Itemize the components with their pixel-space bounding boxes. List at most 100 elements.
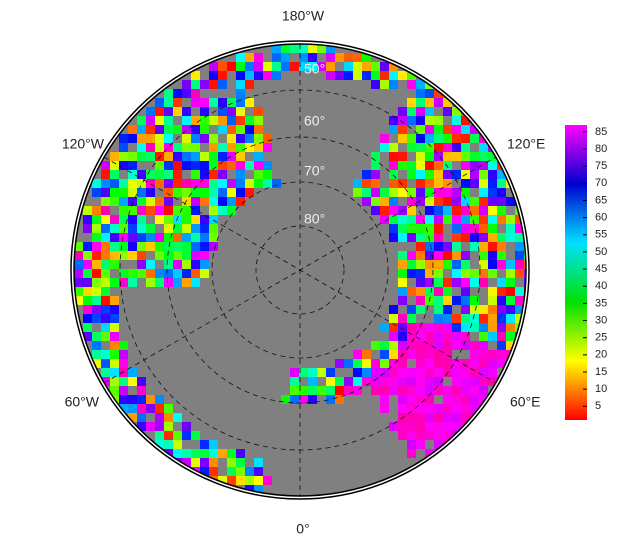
data-cell bbox=[137, 233, 146, 242]
data-cell bbox=[110, 161, 119, 170]
data-cell bbox=[227, 98, 236, 107]
data-cell bbox=[119, 251, 128, 260]
data-cell bbox=[200, 125, 209, 134]
data-cell bbox=[146, 188, 155, 197]
data-cell bbox=[461, 260, 470, 269]
data-cell bbox=[479, 314, 488, 323]
data-cell bbox=[155, 179, 164, 188]
data-cell bbox=[452, 260, 461, 269]
data-cell bbox=[425, 107, 434, 116]
data-cell bbox=[425, 89, 434, 98]
data-cell bbox=[398, 323, 407, 332]
data-cell bbox=[182, 116, 191, 125]
data-cell bbox=[488, 305, 497, 314]
data-cell bbox=[371, 197, 380, 206]
data-cell bbox=[101, 368, 110, 377]
data-cell bbox=[110, 224, 119, 233]
data-cell bbox=[182, 179, 191, 188]
data-cell bbox=[407, 224, 416, 233]
data-cell bbox=[506, 305, 515, 314]
data-cell bbox=[137, 242, 146, 251]
data-cell bbox=[479, 323, 488, 332]
data-cell bbox=[389, 62, 398, 71]
data-cell bbox=[182, 80, 191, 89]
data-cell bbox=[497, 215, 506, 224]
colorbar-tick-label: 70 bbox=[595, 177, 607, 189]
data-cell bbox=[470, 395, 479, 404]
data-cell bbox=[218, 170, 227, 179]
data-cell bbox=[488, 170, 497, 179]
data-cell bbox=[254, 116, 263, 125]
data-cell bbox=[128, 152, 137, 161]
data-cell bbox=[326, 377, 335, 386]
data-cell bbox=[425, 197, 434, 206]
data-cell bbox=[443, 287, 452, 296]
data-cell bbox=[245, 188, 254, 197]
data-cell bbox=[434, 215, 443, 224]
data-cell bbox=[416, 341, 425, 350]
data-cell bbox=[254, 485, 263, 494]
data-cell bbox=[182, 134, 191, 143]
data-cell bbox=[443, 152, 452, 161]
data-cell bbox=[164, 242, 173, 251]
data-cell bbox=[353, 359, 362, 368]
data-cell bbox=[452, 404, 461, 413]
data-cell bbox=[263, 71, 272, 80]
data-cell bbox=[182, 197, 191, 206]
data-cell bbox=[470, 377, 479, 386]
data-cell bbox=[119, 395, 128, 404]
data-cell bbox=[461, 341, 470, 350]
data-cell bbox=[137, 143, 146, 152]
data-cell bbox=[119, 206, 128, 215]
data-cell bbox=[218, 188, 227, 197]
data-cell bbox=[389, 305, 398, 314]
data-cell bbox=[443, 161, 452, 170]
data-cell bbox=[245, 116, 254, 125]
data-cell bbox=[281, 44, 290, 53]
data-cell bbox=[488, 287, 497, 296]
colorbar-tick-label: 10 bbox=[595, 383, 607, 395]
data-cell bbox=[236, 98, 245, 107]
data-cell bbox=[164, 224, 173, 233]
data-cell bbox=[191, 233, 200, 242]
data-cell bbox=[407, 197, 416, 206]
data-cell bbox=[407, 386, 416, 395]
data-cell bbox=[155, 278, 164, 287]
data-cell bbox=[164, 440, 173, 449]
data-cell bbox=[128, 197, 137, 206]
data-cell bbox=[155, 170, 164, 179]
data-cell bbox=[263, 161, 272, 170]
data-cell bbox=[236, 107, 245, 116]
data-cell bbox=[254, 71, 263, 80]
data-cell bbox=[398, 152, 407, 161]
data-cell bbox=[425, 188, 434, 197]
data-cell bbox=[146, 422, 155, 431]
data-cell bbox=[488, 260, 497, 269]
data-cell bbox=[308, 386, 317, 395]
data-cell bbox=[317, 386, 326, 395]
data-cell bbox=[389, 152, 398, 161]
data-cell bbox=[470, 197, 479, 206]
map-border-outer bbox=[70, 40, 530, 500]
data-cell bbox=[434, 404, 443, 413]
data-cell bbox=[515, 242, 524, 251]
data-cell bbox=[128, 224, 137, 233]
data-cell bbox=[182, 143, 191, 152]
data-cell bbox=[227, 125, 236, 134]
data-cell bbox=[452, 269, 461, 278]
data-cell bbox=[191, 143, 200, 152]
lat-label: 60° bbox=[304, 113, 325, 129]
data-cell bbox=[407, 377, 416, 386]
data-cell bbox=[254, 143, 263, 152]
data-cell bbox=[434, 116, 443, 125]
data-cell bbox=[173, 440, 182, 449]
data-cell bbox=[110, 215, 119, 224]
data-cell bbox=[155, 440, 164, 449]
data-cell bbox=[398, 278, 407, 287]
data-cell bbox=[236, 188, 245, 197]
data-cell bbox=[425, 350, 434, 359]
data-cell bbox=[272, 62, 281, 71]
data-cell bbox=[326, 395, 335, 404]
data-cell bbox=[416, 89, 425, 98]
data-cell bbox=[209, 440, 218, 449]
